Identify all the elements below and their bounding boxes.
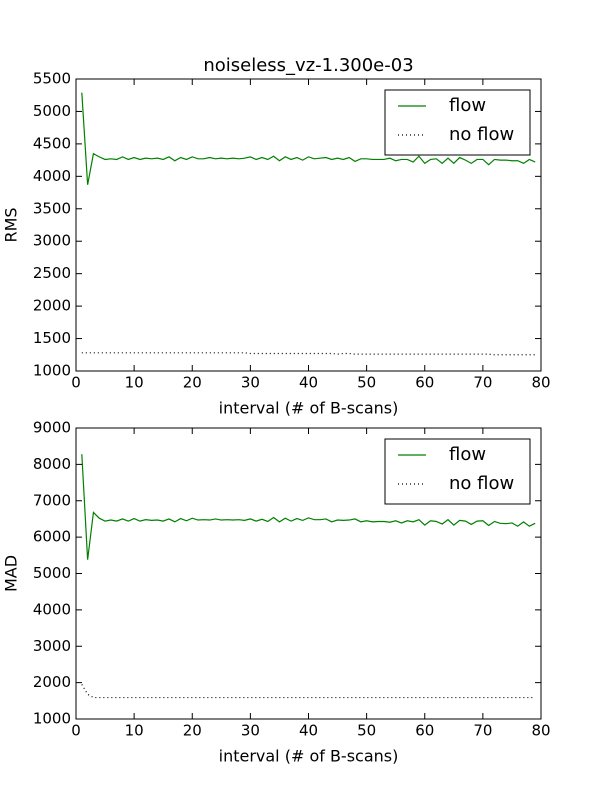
legend-box	[384, 438, 531, 505]
y-axis-label: MAD	[2, 555, 21, 592]
x-tick-label: 20	[183, 374, 202, 392]
x-tick-label: 70	[473, 722, 492, 740]
x-tick-label: 10	[125, 722, 144, 740]
series-line	[81, 684, 536, 699]
y-tick-label: 4500	[33, 134, 71, 152]
series-line	[81, 454, 536, 560]
series-line	[81, 352, 536, 356]
y-tick-label: 4000	[33, 600, 71, 618]
y-axis-label: RMS	[2, 207, 21, 242]
x-tick-label: 20	[183, 722, 202, 740]
y-tick-label: 4000	[33, 167, 71, 185]
x-tick-label: 80	[531, 374, 550, 392]
legend-label: no flow	[449, 473, 514, 494]
y-tick-label: 3000	[33, 232, 71, 250]
x-tick-label: 30	[241, 374, 260, 392]
x-tick-label: 60	[415, 374, 434, 392]
x-tick-label: 40	[299, 374, 318, 392]
legend-box	[384, 89, 531, 156]
x-tick-label: 60	[415, 722, 434, 740]
y-tick-label: 1500	[33, 329, 71, 347]
x-axis-label: interval (# of B-scans)	[219, 747, 399, 766]
y-tick-label: 3500	[33, 199, 71, 217]
x-axis-label: interval (# of B-scans)	[219, 399, 399, 418]
axes-frame	[75, 78, 542, 372]
x-tick-label: 0	[71, 722, 81, 740]
x-tick-label: 10	[125, 374, 144, 392]
series-line	[81, 92, 536, 185]
axes-frame	[75, 427, 542, 720]
y-tick-label: 2000	[33, 673, 71, 691]
legend-label: no flow	[449, 124, 514, 145]
y-tick-label: 6000	[33, 528, 71, 546]
legend-label: flow	[449, 95, 486, 116]
chart-title: noiseless_vz-1.300e-03	[203, 55, 413, 76]
x-tick-label: 50	[357, 374, 376, 392]
y-tick-label: 1000	[33, 710, 71, 728]
y-tick-label: 9000	[33, 419, 71, 437]
legend-label: flow	[449, 444, 486, 465]
y-tick-label: 5000	[33, 102, 71, 120]
x-tick-label: 70	[473, 374, 492, 392]
y-tick-label: 5500	[33, 70, 71, 88]
y-tick-label: 8000	[33, 455, 71, 473]
y-tick-label: 2000	[33, 297, 71, 315]
x-tick-label: 50	[357, 722, 376, 740]
y-tick-label: 3000	[33, 637, 71, 655]
x-tick-label: 0	[71, 374, 81, 392]
y-tick-label: 2500	[33, 264, 71, 282]
y-tick-label: 5000	[33, 564, 71, 582]
y-tick-label: 1000	[33, 362, 71, 380]
x-tick-label: 40	[299, 722, 318, 740]
y-tick-label: 7000	[33, 491, 71, 509]
x-tick-label: 80	[531, 722, 550, 740]
x-tick-label: 30	[241, 722, 260, 740]
